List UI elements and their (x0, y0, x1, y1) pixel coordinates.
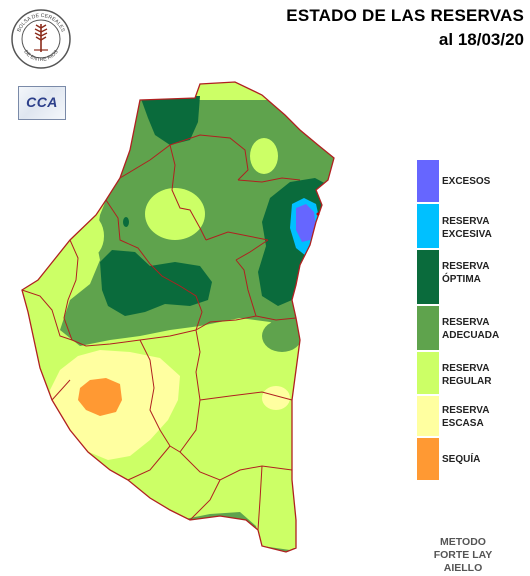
cca-badge-text: CCA (26, 94, 58, 110)
cca-badge: CCA (18, 86, 66, 120)
zone-excesos (296, 204, 316, 242)
legend-label-escasa: RESERVA ESCASA (442, 405, 490, 429)
legend-swatch-sequia (417, 438, 439, 480)
legend-label-sequia: SEQUÍA (442, 454, 481, 465)
legend-label-optima: RESERVA ÓPTIMA (442, 261, 490, 285)
zone-adecuada-east (262, 320, 302, 352)
zone-regular-n2 (250, 138, 278, 174)
zone-optima-central (100, 250, 212, 316)
legend-swatch-regular (417, 352, 439, 394)
legend-swatch-excesos (417, 160, 439, 202)
zone-optima-dot (123, 217, 129, 227)
zone-regular-n1 (145, 188, 205, 240)
department-borders (21, 81, 335, 553)
legend-label-adecuada: RESERVA ADECUADA (442, 317, 500, 341)
wheat-seal-icon (34, 24, 48, 52)
legend-label-excesiva: RESERVA EXCESIVA (442, 216, 492, 240)
zone-regular-w (72, 214, 104, 258)
legend-label-excesos: EXCESOS (442, 176, 491, 187)
bolsa-cereales-logo: BOLSA DE CEREALES DE ENTRE RIOS (11, 9, 71, 69)
title-line-1: ESTADO DE LAS RESERVAS (286, 6, 524, 25)
map-title: ESTADO DE LAS RESERVAS al 18/03/20 (286, 6, 524, 50)
legend-swatch-excesiva (417, 204, 439, 248)
zone-escasa-e (262, 386, 290, 410)
zone-sequia (78, 378, 122, 416)
method-note: METODO FORTE LAY AIELLO (433, 536, 493, 574)
zone-optima-nw (140, 96, 200, 145)
legend-swatch-adecuada (417, 306, 439, 350)
legend-label-regular: RESERVA REGULAR (442, 363, 492, 387)
legend-swatch-escasa (417, 396, 439, 436)
title-date: al 18/03/20 (438, 30, 524, 49)
legend-swatch-optima (417, 250, 439, 304)
marker-point (316, 212, 320, 216)
